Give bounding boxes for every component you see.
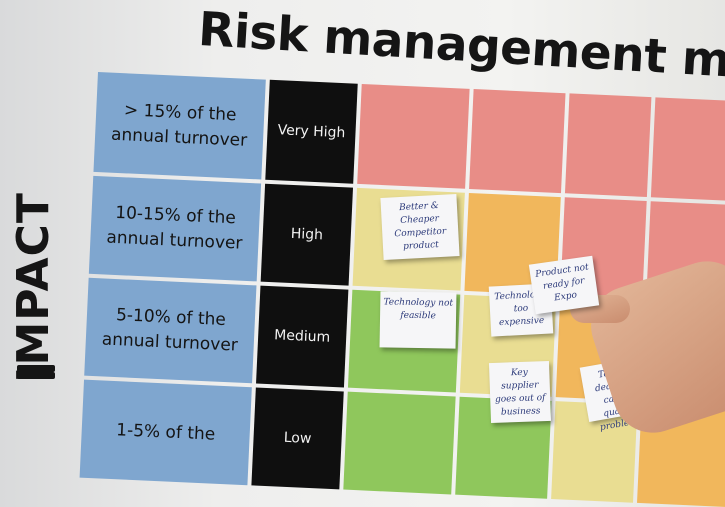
impact-level: Very High: [265, 79, 358, 184]
matrix-cell: [650, 97, 725, 202]
impact-level: Medium: [256, 285, 349, 388]
impact-level: Low: [251, 387, 344, 490]
matrix-cell: [343, 391, 456, 495]
impact-description: 1-5% of the: [79, 379, 252, 486]
impact-axis-label: IMPACT: [7, 192, 59, 383]
matrix-cell: [469, 89, 566, 194]
matrix-cell: [564, 93, 652, 198]
sticky-note: Key supplier goes out of business: [488, 360, 552, 424]
sticky-note-held: Product not ready for Expo: [528, 255, 600, 315]
matrix-cell: [357, 83, 470, 189]
impact-description: 10-15% of the annual turnover: [88, 175, 262, 282]
sticky-note: Better & Cheaper Competitor product: [380, 194, 460, 261]
dash-mark: [17, 365, 55, 372]
impact-description: 5-10% of the annual turnover: [84, 277, 257, 384]
impact-level: High: [260, 183, 354, 286]
dash-mark: [17, 372, 55, 379]
impact-description: > 15% of the annual turnover: [93, 72, 266, 180]
sticky-note: Technology not feasible: [379, 291, 457, 349]
